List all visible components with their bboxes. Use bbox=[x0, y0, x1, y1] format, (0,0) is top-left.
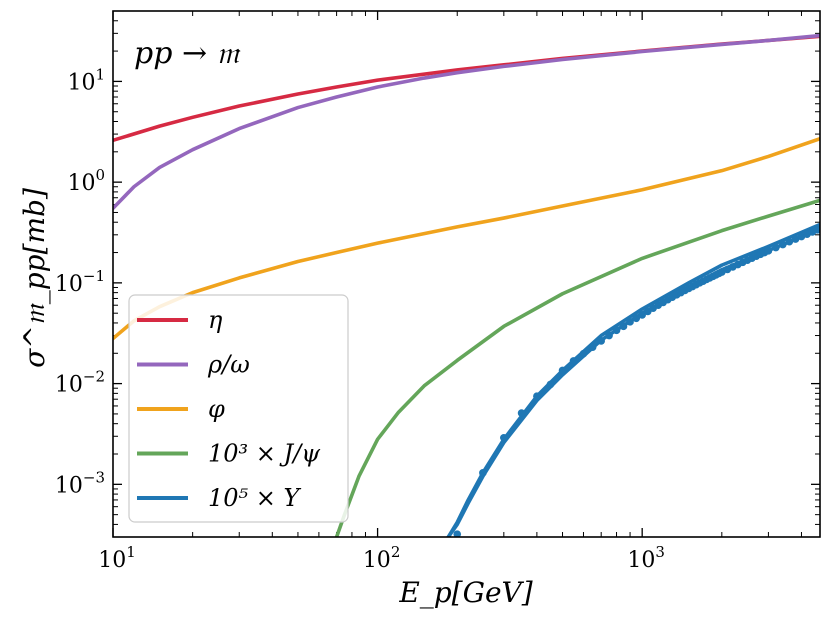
scatter-point bbox=[632, 314, 641, 323]
plot-frame bbox=[112, 10, 821, 538]
y-tick-label: 10−3 bbox=[55, 468, 105, 498]
legend-label: 10⁵ × Υ bbox=[208, 484, 302, 512]
y-tick-label: 10−1 bbox=[55, 267, 105, 297]
legend: η ρ/ω φ 10³ × J/ψ 10⁵ × Υ bbox=[128, 294, 349, 523]
scatter-point bbox=[517, 409, 526, 417]
series-line-1 bbox=[113, 33, 820, 211]
y-axis-label: σ^𝔪_pp[mb] bbox=[18, 188, 51, 368]
scatter-point bbox=[588, 343, 597, 351]
x-tick-label: 103 bbox=[627, 543, 665, 573]
process-annotation: pp → 𝔪 bbox=[134, 36, 241, 71]
scatter-point bbox=[791, 235, 800, 243]
y-tick-label: 101 bbox=[67, 65, 105, 95]
x-tick-label: 102 bbox=[363, 543, 401, 573]
scatter-point bbox=[546, 380, 555, 389]
y-tick-label: 100 bbox=[67, 166, 105, 196]
scatter-point bbox=[785, 237, 794, 246]
scatter-point bbox=[619, 322, 628, 331]
scatter-point bbox=[579, 349, 588, 358]
legend-label: η bbox=[208, 306, 223, 334]
x-tick-label: 101 bbox=[98, 543, 136, 573]
scatter-point bbox=[558, 366, 567, 375]
legend-label: ρ/ω bbox=[207, 351, 250, 379]
y-tick-label: 10−2 bbox=[55, 368, 105, 398]
scatter-point bbox=[638, 311, 646, 319]
scatter-point bbox=[500, 433, 508, 442]
major-ticks bbox=[112, 11, 820, 537]
scatter-point bbox=[597, 337, 605, 345]
scatter-point bbox=[453, 530, 462, 537]
scatter-point bbox=[626, 318, 634, 326]
legend-label: 10³ × J/ψ bbox=[208, 440, 321, 468]
scatter-point bbox=[612, 326, 621, 335]
y-tick-labels: 10−3 10−2 10−1 100 101 bbox=[55, 65, 105, 498]
legend-label: φ bbox=[208, 395, 225, 423]
scatter-point bbox=[569, 357, 578, 365]
scatter-point bbox=[764, 247, 773, 255]
scatter-point bbox=[813, 226, 820, 234]
x-axis-label: E_p[GeV] bbox=[398, 576, 532, 609]
scatter-point bbox=[778, 240, 787, 249]
scatter-point bbox=[772, 243, 780, 252]
scatter-layer bbox=[453, 226, 820, 537]
series-line-3 bbox=[334, 198, 820, 537]
x-tick-labels: 101 102 103 bbox=[98, 543, 665, 573]
scatter-point bbox=[533, 392, 541, 400]
scatter-point bbox=[605, 331, 613, 340]
legend-box bbox=[128, 294, 349, 523]
scatter-point bbox=[479, 469, 487, 477]
minor-ticks bbox=[113, 10, 820, 538]
